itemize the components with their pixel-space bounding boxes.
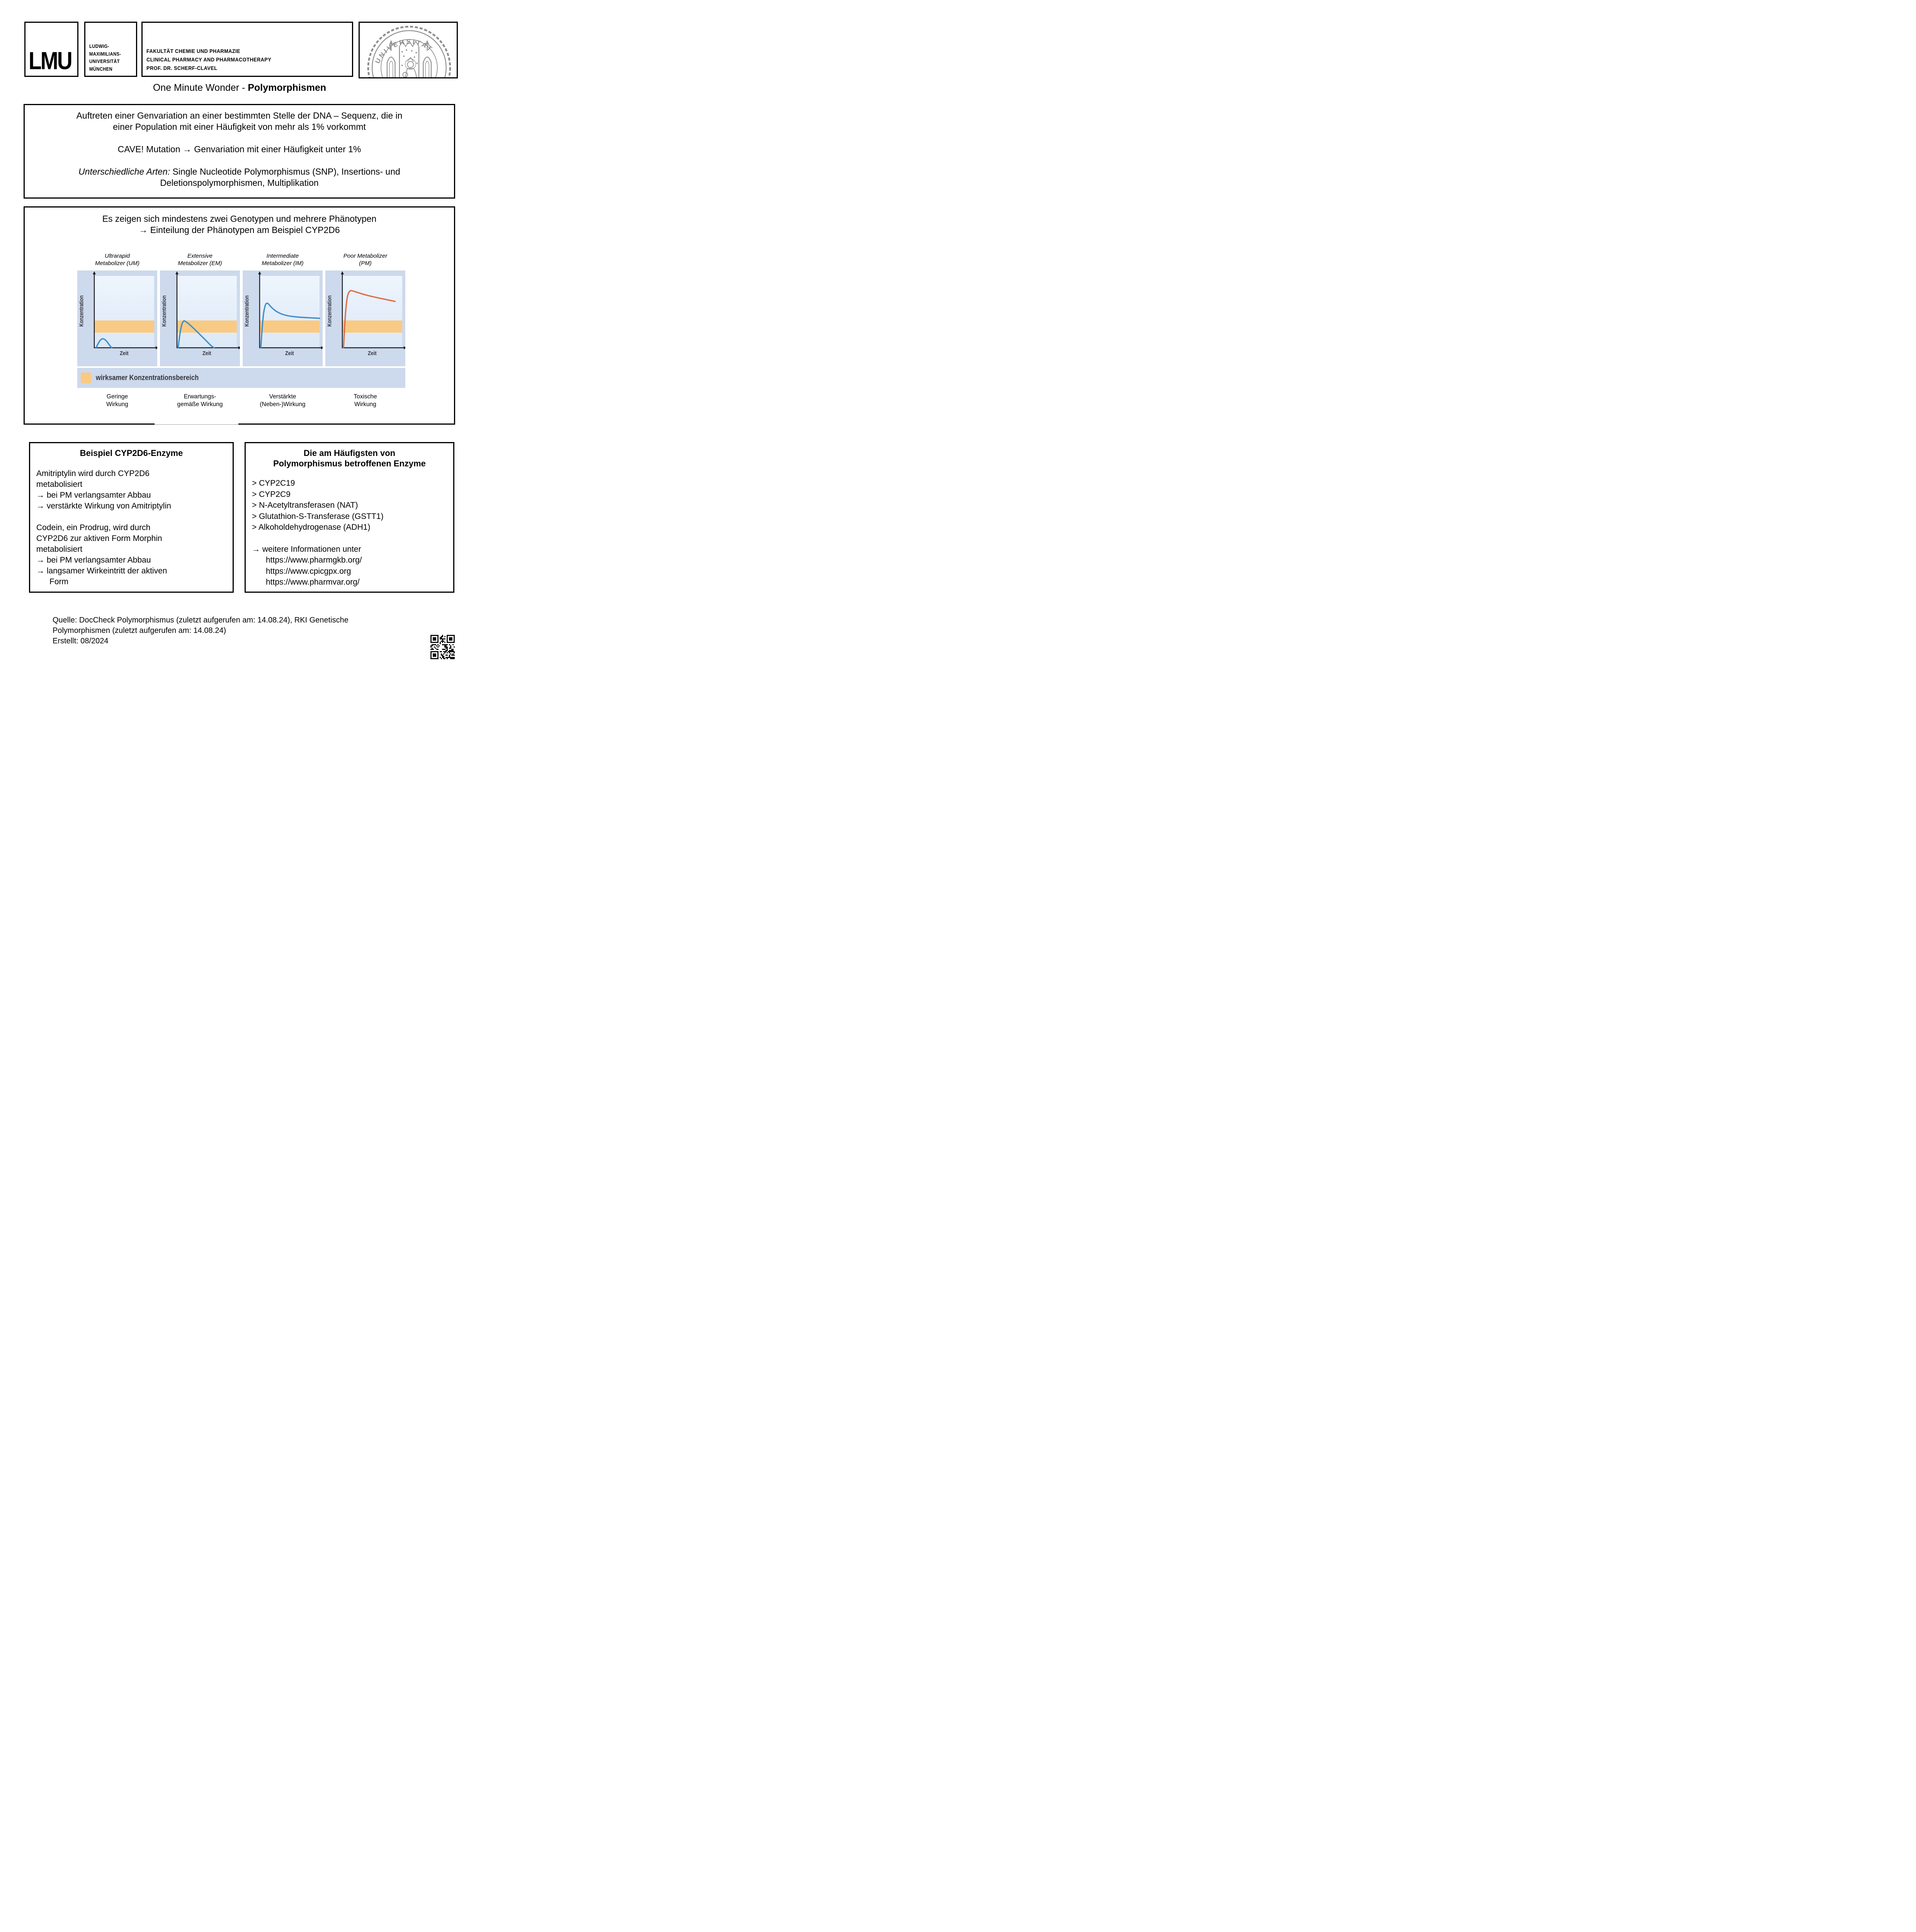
source-line: Quelle: DocCheck Polymorphismus (zuletzt… [53, 616, 349, 624]
example-arrow: → bei PM verlangsamter Abbau [36, 556, 151, 565]
legend-band-swatch-icon [81, 372, 91, 383]
enzyme-item: > Glutathion-S-Transferase (GSTT1) [252, 512, 384, 521]
seal-madonna-figure [402, 57, 417, 77]
page-title-bold: Polymorphismen [248, 82, 326, 93]
enzyme-item: > CYP2C9 [252, 490, 291, 499]
example-arrow: → verstärkte Wirkung von Amitriptylin [36, 502, 171, 510]
phenotype-heading-line2: → Einteilung der Phänotypen am Beispiel … [139, 225, 340, 235]
y-axis-label: Konzentration [326, 295, 333, 327]
chart-title-um: Ultrarapid Metabolizer (UM) [95, 253, 140, 267]
university-name: LUDWIG- MAXIMILIANS- UNIVERSITÄT MÜNCHEN [89, 43, 125, 73]
university-line: MÜNCHEN [89, 66, 113, 72]
lmu-logo-box: LMU [24, 22, 78, 77]
page-title-regular: One Minute Wonder - [153, 82, 248, 93]
cave-line: CAVE! Mutation → Genvariation mit einer … [117, 144, 361, 154]
chart-panel-em: Konzentration Zeit [160, 270, 240, 366]
source-footer: Quelle: DocCheck Polymorphismus (zuletzt… [53, 615, 349, 646]
lmu-logo: LMU [29, 47, 73, 75]
arten-lead-italic: Unterschiedliche Arten: [78, 167, 170, 177]
enzyme-box-title-line1: Die am Häufigsten von [303, 448, 396, 458]
chart-title-im: Intermediate Metabolizer (IM) [262, 253, 304, 267]
university-line: MAXIMILIANS- [89, 51, 121, 57]
enzyme-item: > N-Acetyltransferasen (NAT) [252, 501, 358, 510]
university-line: UNIVERSITÄT [89, 59, 120, 64]
link-pharmvar[interactable]: https://www.pharmvar.org/ [266, 578, 360, 587]
more-info-line: → weitere Informationen unter [252, 544, 361, 554]
source-line: Polymorphismen (zuletzt aufgerufen am: 1… [53, 626, 226, 635]
document-page: LMU LUDWIG- MAXIMILIANS- UNIVERSITÄT MÜN… [0, 0, 479, 677]
x-axis-label: Zeit [120, 350, 129, 357]
faculty-lines: FAKULTÄT CHEMIE UND PHARMAZIE CLINICAL P… [146, 47, 282, 72]
chart-panel-pm: Konzentration Zeit [325, 270, 405, 366]
legend-label: wirksamer Konzentrationsbereich [96, 373, 199, 382]
effect-um: Geringe Wirkung [106, 393, 128, 408]
page-title: One Minute Wonder - Polymorphismen [0, 82, 479, 94]
x-axis-label: Zeit [368, 350, 377, 357]
example-arrow: → bei PM verlangsamter Abbau [36, 491, 151, 500]
seal-box: UNIVERSITAT SIGILL: [359, 22, 458, 78]
y-axis-label: Konzentration [78, 295, 85, 327]
enzyme-item: > CYP2C19 [252, 479, 295, 488]
seal-dots [401, 49, 418, 66]
example-line: metabolisiert [36, 545, 83, 554]
arten-rest: Single Nucleotide Polymorphismus (SNP), … [170, 167, 400, 177]
seal-canopy [399, 40, 420, 77]
chart-titles-row: Ultrarapid Metabolizer (UM) Extensive Me… [77, 242, 405, 267]
example-line: Codein, ein Prodrug, wird durch [36, 523, 151, 532]
effect-im: Verstärkte (Neben-)Wirkung [260, 393, 306, 408]
qr-code [430, 635, 455, 659]
chart-panel-im: Konzentration Zeit [243, 270, 323, 366]
phenotype-box: Es zeigen sich mindestens zwei Genotypen… [24, 206, 455, 425]
phenotype-heading-line1: Es zeigen sich mindestens zwei Genotypen… [102, 214, 377, 224]
faculty-box: FAKULTÄT CHEMIE UND PHARMAZIE CLINICAL P… [141, 22, 353, 77]
example-line: Amitriptylin wird durch CYP2D6 [36, 469, 150, 478]
seal-gothic-window [423, 40, 432, 77]
example-arrow-continuation: Form [49, 577, 68, 586]
faculty-line: PROF. DR. SCHERF-CLAVEL [146, 65, 218, 71]
chart-title-em: Extensive Metabolizer (EM) [178, 253, 222, 267]
enzyme-list-box: Die am Häufigsten von Polymorphismus bet… [245, 442, 454, 593]
figure-legend: wirksamer Konzentrationsbereich [77, 368, 405, 388]
example-line: metabolisiert [36, 480, 83, 489]
definition-line: einer Population mit einer Häufigkeit vo… [113, 122, 366, 132]
chart-title-pm: Poor Metabolizer (PM) [343, 253, 388, 267]
effect-pm: Toxische Wirkung [354, 393, 377, 408]
effects-row: Geringe Wirkung Erwartungs- gemäße Wirku… [77, 393, 405, 408]
university-seal-icon: UNIVERSITAT SIGILL: [365, 24, 451, 77]
border-artifact-line [155, 423, 238, 425]
enzyme-item: > Alkoholdehydrogenase (ADH1) [252, 523, 371, 532]
university-line: LUDWIG- [89, 44, 109, 49]
arten-line: Unterschiedliche Arten: Single Nucleotid… [25, 166, 454, 177]
cyp2d6-example-box: Beispiel CYP2D6-Enzyme Amitriptylin wird… [29, 442, 234, 593]
example-box-title: Beispiel CYP2D6-Enzyme [80, 448, 183, 458]
definition-line: Auftreten einer Genvariation an einer be… [76, 111, 403, 121]
university-name-box: LUDWIG- MAXIMILIANS- UNIVERSITÄT MÜNCHEN [84, 22, 137, 77]
definition-box: Auftreten einer Genvariation an einer be… [24, 104, 455, 199]
faculty-line: CLINICAL PHARMACY AND PHARMACOTHERAPY [146, 56, 272, 63]
seal-gothic-window [386, 40, 396, 77]
link-pharmgkb[interactable]: https://www.pharmgkb.org/ [266, 556, 362, 565]
x-axis-label: Zeit [285, 350, 294, 357]
created-line: Erstellt: 08/2024 [53, 637, 109, 645]
y-axis-label: Konzentration [244, 295, 250, 327]
enzyme-box-title-line2: Polymorphismus betroffenen Enzyme [273, 459, 426, 468]
link-cpicgpx[interactable]: https://www.cpicgpx.org [266, 566, 351, 576]
faculty-line: FAKULTÄT CHEMIE UND PHARMAZIE [146, 48, 240, 54]
example-line: CYP2D6 zur aktiven Form Morphin [36, 534, 162, 543]
x-axis-label: Zeit [202, 350, 211, 357]
concentration-time-figure: Konzentration Zeit Konzentration Zeit Ko… [77, 270, 405, 388]
example-arrow: → langsamer Wirkeintritt der aktiven [36, 566, 167, 575]
y-axis-label: Konzentration [161, 295, 167, 327]
chart-panel-um: Konzentration Zeit [77, 270, 157, 366]
effect-em: Erwartungs- gemäße Wirkung [177, 393, 223, 408]
arten-line2: Deletionspolymorphismen, Multiplikation [160, 178, 319, 188]
